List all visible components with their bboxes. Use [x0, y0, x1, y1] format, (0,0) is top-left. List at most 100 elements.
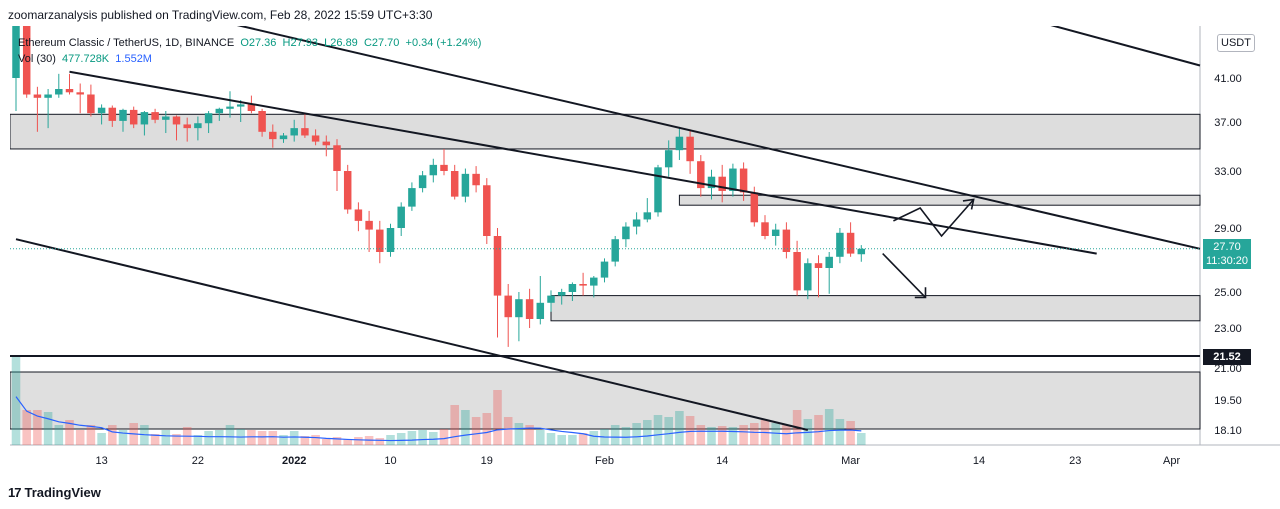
- volume-bar: [824, 409, 834, 445]
- candle-body: [151, 112, 159, 120]
- volume-bar: [172, 434, 181, 445]
- time-tick-label: Apr: [1163, 455, 1180, 467]
- volume-bar: [685, 416, 695, 445]
- volume-bar: [407, 431, 417, 445]
- volume-bar: [161, 430, 171, 445]
- candle-body: [547, 295, 555, 303]
- candle-body: [804, 263, 812, 291]
- candle-body: [44, 94, 52, 98]
- volume-bar: [193, 435, 203, 445]
- time-tick-label: 14: [716, 455, 728, 467]
- time-tick-label: 2022: [282, 455, 306, 467]
- ohlc-change: +0.34 (+1.24%): [405, 37, 482, 49]
- candle-body: [119, 109, 127, 121]
- volume-bar: [461, 410, 470, 445]
- volume-bar: [525, 425, 534, 445]
- candle-body: [643, 212, 652, 220]
- volume-bar: [247, 430, 256, 445]
- candle-body: [836, 232, 844, 257]
- volume-bar: [675, 411, 684, 445]
- volume-bar: [621, 427, 631, 445]
- time-tick-label: 13: [95, 455, 107, 467]
- trend-line: [229, 22, 1201, 250]
- candle-body: [12, 26, 20, 78]
- candlestick-chart[interactable]: 41.00 37.00 33.00 29.00 25.00 23.00 21.00 19.50…: [9, 6, 1280, 471]
- volume-bar: [86, 425, 96, 445]
- volume-bar: [568, 435, 577, 445]
- tradingview-footer[interactable]: 17 TradingView: [8, 485, 101, 500]
- candle-body: [664, 150, 673, 168]
- volume-bar: [707, 427, 716, 445]
- volume-bar: [643, 420, 652, 445]
- candle-body: [536, 302, 545, 319]
- candle-body: [654, 167, 662, 213]
- candle-body: [761, 222, 769, 236]
- supply-demand-zone: [9, 113, 1201, 150]
- volume-bar: [846, 421, 855, 445]
- volume-bar: [450, 405, 459, 445]
- candle-body: [707, 176, 716, 189]
- candle-body: [429, 164, 438, 176]
- volume-bar: [557, 435, 566, 445]
- volume-bar: [332, 437, 342, 445]
- candle-body: [226, 106, 234, 109]
- candle-body: [846, 232, 855, 254]
- volume-bar: [375, 438, 385, 445]
- tradingview-logo-icon: 17: [8, 485, 22, 500]
- last-price: 27.70: [1213, 241, 1241, 253]
- candle-body: [22, 26, 31, 95]
- candle-body: [857, 248, 866, 255]
- arrow-head-down: [914, 287, 927, 299]
- volume-bar: [215, 430, 224, 445]
- candle-body: [675, 136, 684, 151]
- candle-body: [440, 164, 448, 171]
- volume-bar: [782, 425, 791, 445]
- supply-demand-zone: [678, 194, 1201, 206]
- volume-bar: [503, 417, 513, 445]
- currency-button[interactable]: USDT: [1217, 34, 1255, 52]
- candle-body: [162, 116, 170, 120]
- candle-body: [483, 185, 491, 236]
- tradingview-brand: TradingView: [24, 485, 101, 500]
- candle-body: [450, 171, 459, 197]
- volume-bar: [75, 430, 85, 445]
- candle-body: [739, 168, 748, 193]
- volume-bar: [814, 415, 823, 445]
- candle-body: [782, 229, 791, 252]
- chart-area[interactable]: 41.00 37.00 33.00 29.00 25.00 23.00 21.00 19.50…: [9, 6, 1280, 471]
- candle-body: [311, 135, 320, 142]
- volume-label: Vol (30): [18, 53, 56, 65]
- volume-bar: [429, 432, 438, 445]
- volume-bar: [717, 426, 727, 445]
- candle-body: [418, 175, 427, 189]
- volume-bar: [632, 423, 641, 445]
- candle-body: [504, 295, 512, 318]
- candle-body: [771, 229, 780, 236]
- candle-body: [236, 104, 245, 107]
- candle-body: [590, 277, 598, 286]
- volume-bar: [22, 410, 31, 445]
- candle-body: [33, 94, 42, 98]
- price-tick-label: 21.00: [1214, 363, 1242, 375]
- price-tick-label: 37.00: [1214, 117, 1242, 129]
- volume-bar: [653, 415, 663, 445]
- candle-body: [108, 107, 117, 121]
- publish-info: zoomarzanalysis published on TradingView…: [8, 8, 433, 22]
- volume-bar: [578, 433, 588, 445]
- volume-bar: [225, 425, 235, 445]
- candle-body: [697, 161, 705, 189]
- bar-countdown: 11:30:20: [1205, 255, 1248, 267]
- volume-bar: [65, 420, 74, 445]
- candle-body: [825, 256, 833, 268]
- volume-bar: [739, 425, 748, 445]
- candle-body: [557, 292, 566, 296]
- candle-body: [247, 104, 256, 111]
- candle-body: [183, 124, 191, 129]
- candle-body: [269, 131, 277, 140]
- price-tick-label: 41.00: [1214, 73, 1242, 85]
- candle-body: [493, 236, 502, 296]
- candle-body: [258, 111, 266, 132]
- volume-bar: [493, 390, 502, 445]
- volume-bar: [150, 434, 160, 445]
- candle-body: [87, 94, 95, 114]
